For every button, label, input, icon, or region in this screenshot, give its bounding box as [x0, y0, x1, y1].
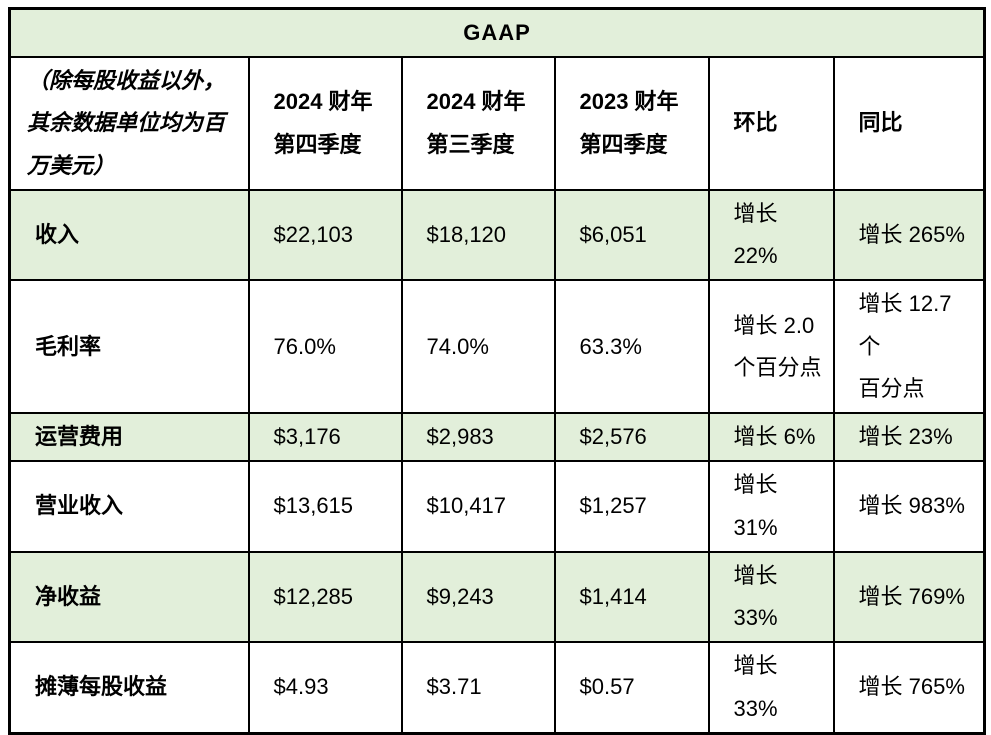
cell-value: 增长 765% [832, 641, 986, 735]
cell-value: $4.93 [247, 641, 403, 735]
table-row-gross-margin: 毛利率 76.0% 74.0% 63.3% 增长 2.0 个百分点 增长 12.… [8, 279, 986, 415]
column-header-fy2023-q4: 2023 财年 第四季度 [553, 56, 710, 191]
column-header-qoq: 环比 [707, 56, 835, 191]
gaap-table-container: GAAP （除每股收益以外， 其余数据单位均为百 万美元） 2024 财年 第四… [8, 7, 986, 735]
cell-value: $13,615 [247, 460, 403, 553]
unit-note: （除每股收益以外， 其余数据单位均为百 万美元） [8, 56, 250, 191]
cell-value: 74.0% [400, 279, 556, 415]
table-row-operating-income: 营业收入 $13,615 $10,417 $1,257 增长 31% 增长 98… [8, 460, 986, 553]
table-row-title: GAAP [8, 7, 986, 59]
table-row-net-income: 净收益 $12,285 $9,243 $1,414 增长 33% 增长 769% [8, 550, 986, 644]
cell-value: 增长 265% [832, 188, 986, 282]
cell-value: 增长 23% [832, 412, 986, 463]
cell-value: $2,576 [553, 412, 710, 463]
cell-value: 增长 22% [707, 188, 835, 282]
row-label: 营业收入 [8, 460, 250, 553]
row-label: 收入 [8, 188, 250, 282]
cell-value: $10,417 [400, 460, 556, 553]
column-header-fy2024-q3: 2024 财年 第三季度 [400, 56, 556, 191]
cell-value: 76.0% [247, 279, 403, 415]
table-row-header: （除每股收益以外， 其余数据单位均为百 万美元） 2024 财年 第四季度 20… [8, 56, 986, 191]
row-label: 毛利率 [8, 279, 250, 415]
cell-value: $6,051 [553, 188, 710, 282]
cell-value: 增长 983% [832, 460, 986, 553]
table-row-operating-expenses: 运营费用 $3,176 $2,983 $2,576 增长 6% 增长 23% [8, 412, 986, 463]
cell-value: $18,120 [400, 188, 556, 282]
cell-value: $1,414 [553, 550, 710, 644]
cell-value: 增长 769% [832, 550, 986, 644]
cell-value: $2,983 [400, 412, 556, 463]
cell-value: $3,176 [247, 412, 403, 463]
table-row-diluted-eps: 摊薄每股收益 $4.93 $3.71 $0.57 增长 33% 增长 765% [8, 641, 986, 735]
column-header-yoy: 同比 [832, 56, 986, 191]
column-header-fy2024-q4: 2024 财年 第四季度 [247, 56, 403, 191]
cell-value: 63.3% [553, 279, 710, 415]
table-title: GAAP [8, 7, 986, 59]
cell-value: 增长 2.0 个百分点 [707, 279, 835, 415]
cell-value: 增长 6% [707, 412, 835, 463]
row-label: 运营费用 [8, 412, 250, 463]
cell-value: $0.57 [553, 641, 710, 735]
cell-value: 增长 33% [707, 550, 835, 644]
cell-value: $22,103 [247, 188, 403, 282]
cell-value: $1,257 [553, 460, 710, 553]
cell-value: 增长 33% [707, 641, 835, 735]
cell-value: $3.71 [400, 641, 556, 735]
row-label: 摊薄每股收益 [8, 641, 250, 735]
row-label: 净收益 [8, 550, 250, 644]
cell-value: $9,243 [400, 550, 556, 644]
cell-value: $12,285 [247, 550, 403, 644]
cell-value: 增长 12.7 个 百分点 [832, 279, 986, 415]
gaap-table: GAAP （除每股收益以外， 其余数据单位均为百 万美元） 2024 财年 第四… [8, 7, 986, 735]
cell-value: 增长 31% [707, 460, 835, 553]
table-row-revenue: 收入 $22,103 $18,120 $6,051 增长 22% 增长 265% [8, 188, 986, 282]
